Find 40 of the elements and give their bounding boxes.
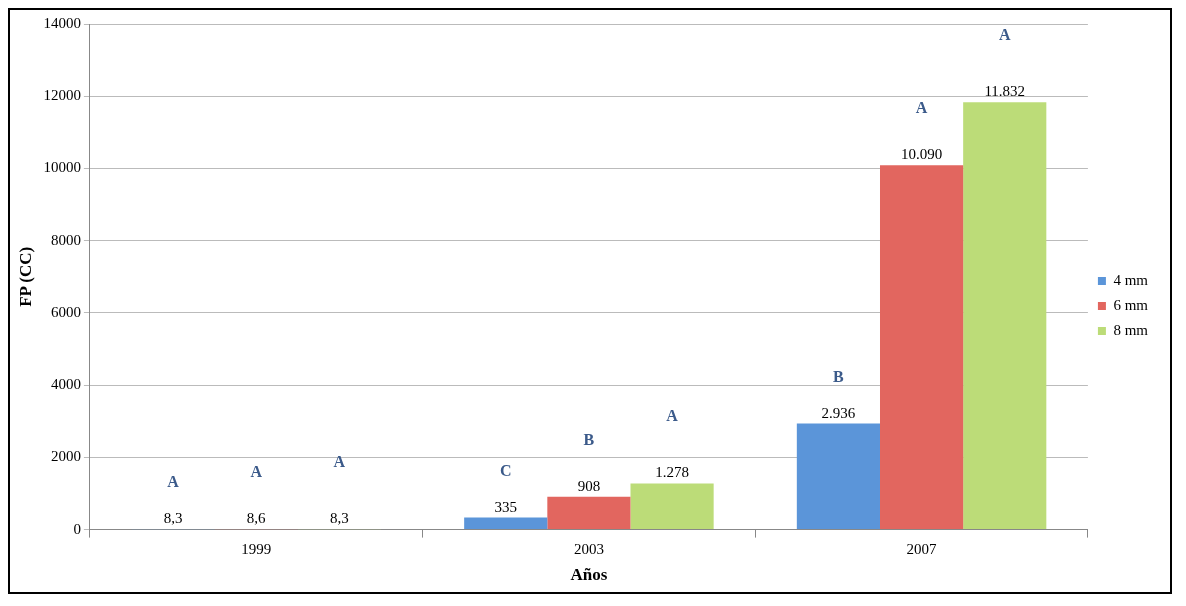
- legend-label: 4 mm: [1113, 271, 1149, 288]
- annotation: A: [666, 407, 679, 425]
- data-label: 1.278: [655, 464, 689, 481]
- annotation: A: [998, 26, 1011, 44]
- data-label: 8,6: [246, 510, 267, 527]
- y-tick-label: 10000: [43, 159, 81, 176]
- data-label: 2.936: [821, 404, 856, 421]
- data-label: 8,3: [163, 510, 183, 527]
- x-tick-label: 2003: [573, 540, 604, 557]
- data-label: 8,3: [330, 510, 349, 527]
- annotation: A: [915, 99, 928, 117]
- y-tick-label: 14000: [43, 14, 81, 31]
- bar: [963, 102, 1047, 530]
- y-axis-title: FP (CC): [15, 246, 35, 307]
- data-label: 11.832: [984, 83, 1026, 100]
- y-tick-label: 2000: [50, 448, 81, 465]
- x-axis-title: Años: [570, 565, 608, 585]
- legend-label: 6 mm: [1113, 296, 1149, 313]
- annotation: C: [499, 461, 512, 479]
- y-tick-label: 8000: [50, 231, 81, 248]
- annotation: B: [833, 367, 845, 385]
- legend-label: 8 mm: [1113, 321, 1149, 338]
- bar: [547, 496, 631, 530]
- bar: [464, 517, 548, 530]
- annotation: B: [583, 430, 595, 448]
- y-tick-label: 4000: [50, 376, 81, 393]
- y-tick-label: 0: [73, 520, 81, 537]
- bar: [796, 423, 880, 530]
- y-tick-label: 6000: [50, 303, 81, 320]
- data-label: 908: [577, 477, 601, 494]
- data-label: 335: [494, 498, 517, 515]
- bar: [880, 165, 964, 530]
- annotation: A: [167, 473, 180, 491]
- x-tick-label: 1999: [241, 540, 272, 557]
- data-label: 10.090: [900, 146, 943, 163]
- y-tick-label: 12000: [43, 87, 81, 104]
- bar: [630, 483, 714, 530]
- annotation: A: [250, 463, 263, 481]
- x-tick-label: 2007: [906, 540, 938, 557]
- annotation: A: [333, 453, 346, 471]
